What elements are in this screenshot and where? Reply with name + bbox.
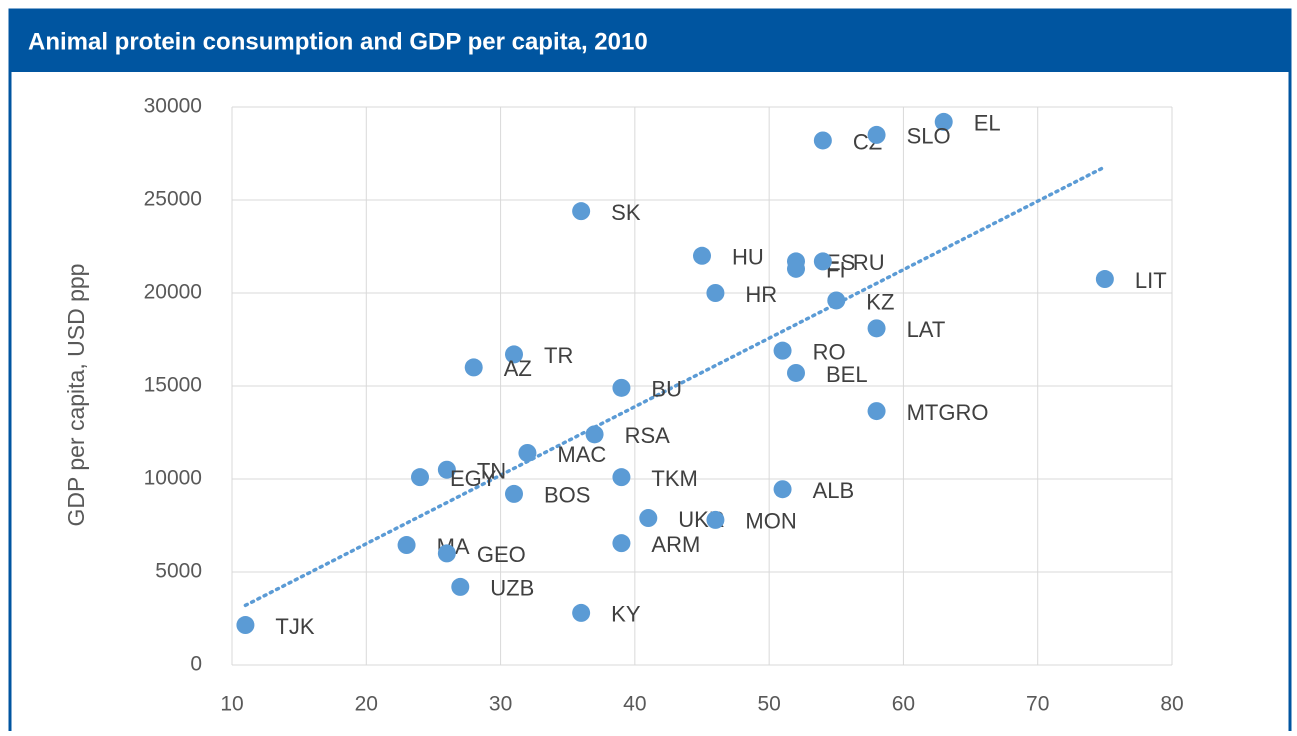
x-tick-label: 70 (1026, 693, 1049, 716)
point-label: RU (853, 250, 885, 275)
title-bar (10, 10, 1290, 72)
point (1095, 270, 1114, 289)
point (693, 246, 711, 265)
point-label: TKM (651, 466, 697, 491)
point (813, 252, 832, 271)
point-label: KZ (866, 289, 894, 314)
point-label: AZ (504, 356, 532, 381)
point (505, 345, 523, 364)
point-label: KY (611, 602, 641, 627)
point-label: TN (477, 459, 506, 484)
chart-title: Animal protein consumption and GDP per c… (28, 28, 648, 55)
x-tick-label: 50 (757, 693, 780, 716)
point-label: BOS (544, 483, 590, 508)
y-axis-label: GDP per capita, USD ppp (63, 264, 89, 527)
point (464, 358, 483, 377)
point-label: MAC (557, 442, 606, 467)
point-label: HR (745, 282, 777, 307)
point (585, 425, 604, 444)
point-label: BU (651, 377, 682, 402)
point-label: SLO (907, 124, 951, 149)
point (787, 363, 805, 382)
x-tick-label: 80 (1160, 693, 1183, 716)
point-label: GEO (477, 542, 526, 567)
point (639, 509, 658, 528)
point (236, 616, 255, 635)
point (505, 484, 523, 503)
point (827, 291, 846, 310)
point-label: TJK (275, 614, 314, 639)
y-tick-label: 0 (190, 653, 202, 676)
point (612, 534, 631, 553)
point-label: LIT (1135, 268, 1167, 293)
point (706, 284, 725, 302)
point-label: EL (974, 111, 1001, 136)
point-label: ALB (813, 478, 855, 503)
point (867, 125, 886, 144)
point-label: SK (611, 200, 641, 225)
point (437, 460, 456, 479)
x-tick-label: 10 (220, 693, 243, 716)
trendline (243, 165, 1107, 608)
point-label: TR (544, 343, 573, 368)
x-tick-label: 30 (489, 693, 512, 716)
y-tick-label: 10000 (144, 467, 202, 490)
point-label: EGY (450, 466, 497, 491)
point (867, 402, 886, 421)
y-tick-label: 15000 (144, 374, 202, 397)
point (867, 319, 886, 338)
x-tick-label: 20 (355, 693, 378, 716)
point-label: MTGRO (907, 400, 989, 425)
point-label: MON (745, 509, 796, 534)
point-label: RO (813, 339, 846, 364)
point (612, 468, 631, 487)
point (773, 480, 792, 499)
x-tick-label: 60 (892, 693, 915, 716)
point (813, 131, 832, 150)
point (437, 544, 456, 563)
point (773, 341, 792, 360)
point (572, 603, 591, 622)
point (612, 378, 631, 397)
x-tick-label: 40 (623, 693, 646, 716)
point-label: RSA (625, 423, 671, 448)
point (397, 536, 416, 555)
y-tick-label: 25000 (144, 188, 202, 211)
point-label: ARM (651, 532, 700, 557)
frame (8, 8, 1292, 736)
point (934, 112, 953, 131)
point (787, 259, 805, 278)
point-label: LAT (907, 317, 946, 342)
y-tick-label: 30000 (144, 95, 202, 118)
point-label: UZB (490, 576, 534, 601)
point-label: BEL (826, 362, 868, 387)
point (706, 510, 725, 529)
y-tick-label: 20000 (144, 281, 202, 304)
y-tick-label: 5000 (155, 560, 202, 583)
point-label: HU (732, 245, 764, 270)
point (411, 468, 429, 487)
point (451, 577, 470, 596)
point (572, 202, 591, 221)
point (518, 443, 537, 462)
